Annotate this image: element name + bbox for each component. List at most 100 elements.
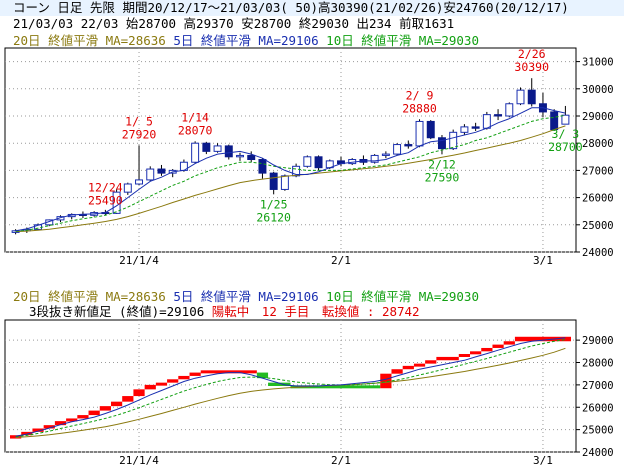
annotation-high: 28880 <box>402 101 437 115</box>
annotation-low_red: 25490 <box>88 193 123 207</box>
annotation-low: 2/12 <box>428 157 456 171</box>
candle-plot-frame <box>4 47 577 253</box>
renko-block-up <box>458 354 471 358</box>
renko-block-up <box>413 363 426 367</box>
renko-block-up <box>144 384 156 390</box>
renko-ytick-label: 29000 <box>582 335 614 347</box>
renko-plot-frame <box>4 319 577 453</box>
legend-ma20: 20日 終値平滑 MA=28636 <box>13 33 166 48</box>
candle-ytick-label: 30000 <box>582 84 614 96</box>
candle-up <box>236 154 244 158</box>
candle-down <box>314 156 323 169</box>
annotation-low: 26120 <box>256 210 291 224</box>
renko-block-up <box>189 372 201 376</box>
renko-block-down <box>290 385 381 389</box>
renko-block-up <box>43 425 55 429</box>
ohlc-summary: 21/03/03 22/03 始28700 高29370 安28700 終290… <box>13 16 455 31</box>
renko-block-up <box>470 351 482 355</box>
annotation-high: 27920 <box>122 127 157 141</box>
candle-up <box>482 114 491 129</box>
renko-block-up <box>503 341 515 345</box>
renko-block-up <box>200 370 257 374</box>
renko-xtick-label: 3/1 <box>533 454 553 467</box>
renko-xtick-label: 2/1 <box>331 454 351 467</box>
candle-ma20-line <box>15 125 566 233</box>
candle-down <box>404 144 413 147</box>
renko-block-up <box>391 369 403 374</box>
renko-block-up <box>492 344 504 348</box>
annotation-high: 2/ 9 <box>406 88 434 102</box>
candle-up <box>393 144 402 155</box>
candle-down <box>157 168 166 174</box>
renko-block-up <box>122 396 134 402</box>
renko-ytick-label: 25000 <box>582 425 614 437</box>
annotation-high: 1/ 5 <box>125 114 153 128</box>
candle-xtick-label: 2/1 <box>331 254 351 267</box>
candle-up <box>191 142 200 163</box>
renko-xtick-label: 21/1/4 <box>119 454 159 467</box>
candle-xtick-label: 3/1 <box>533 254 553 267</box>
renko-block-up <box>133 389 145 397</box>
annotation-high: 1/14 <box>181 110 209 124</box>
renko-block-up <box>481 347 493 352</box>
candle-up <box>449 131 458 150</box>
annotation-low: 3/ 3 <box>552 127 580 141</box>
candle-up <box>123 183 132 193</box>
renko-ma5-line <box>15 337 566 437</box>
renko-block-up <box>380 373 392 389</box>
legend-ma10: 10日 終値平滑 MA=29030 <box>326 33 479 48</box>
candle-xtick-label: 21/1/4 <box>119 254 159 267</box>
legend-ma5: 5日 終値平滑 MA=29106 <box>173 33 319 48</box>
candle-up <box>146 168 155 181</box>
renko-info: 3段抜き新値足 (終値)=29106 陽転中 12 手目 転換値 : 28742 <box>29 304 420 319</box>
candle-ytick-label: 26000 <box>582 193 614 205</box>
candle-ytick-label: 25000 <box>582 220 614 232</box>
candle-up <box>516 89 525 105</box>
renko-block-up <box>514 336 571 342</box>
candle-up <box>505 103 514 117</box>
candle-down <box>224 145 233 158</box>
annotation-high: 28070 <box>178 123 213 137</box>
candle-up <box>460 126 469 133</box>
candle-down <box>471 126 480 129</box>
renko-block-up <box>77 415 89 419</box>
candle-ytick-label: 29000 <box>582 111 614 123</box>
title-bar: コーン 日足 先限 期間20/12/17～21/03/03( 50)高30390… <box>0 0 624 16</box>
candle-up <box>135 179 144 185</box>
lower-legend: 20日 終値平滑 MA=28636 5日 終値平滑 MA=29106 10日 終… <box>13 289 479 304</box>
legend-ma10-lower: 10日 終値平滑 MA=29030 <box>326 289 479 304</box>
renko-ytick-label: 24000 <box>582 447 614 459</box>
candle-down <box>527 89 536 105</box>
candle-up <box>56 216 65 221</box>
candle-down <box>258 159 267 174</box>
renko-block-up <box>402 365 414 370</box>
renko-label: 3段抜き新値足 (終値)=29106 <box>29 304 205 319</box>
renko-block-up <box>66 418 78 422</box>
legend-ma20-lower: 20日 終値平滑 MA=28636 <box>13 289 166 304</box>
candle-down <box>202 142 211 152</box>
renko-ytick-label: 26000 <box>582 402 614 414</box>
candle-down <box>437 137 446 150</box>
chart-title: コーン 日足 先限 期間20/12/17～21/03/03( 50)高30390… <box>13 0 569 15</box>
renko-block-up <box>155 382 168 386</box>
candle-up <box>280 175 289 190</box>
candle-ytick-label: 31000 <box>582 57 614 69</box>
candle-ytick-label: 24000 <box>582 247 614 259</box>
renko-block-up <box>99 406 111 411</box>
candle-up <box>213 145 222 152</box>
annotation-high: 2/26 <box>518 47 546 61</box>
renko-block-up <box>178 375 190 380</box>
renko-ma20-line <box>15 347 566 438</box>
candle-ma10-line <box>15 114 566 232</box>
candle-up <box>381 153 390 156</box>
candle-down <box>426 120 435 139</box>
renko-ytick-label: 28000 <box>582 358 614 370</box>
renko-block-up <box>54 421 67 426</box>
candle-up <box>561 114 570 125</box>
renko-block-up <box>167 379 179 383</box>
legend-ma5-lower: 5日 終値平滑 MA=29106 <box>173 289 319 304</box>
renko-ytick-label: 27000 <box>582 380 614 392</box>
candle-up <box>303 156 312 167</box>
renko-block-down <box>268 382 291 386</box>
